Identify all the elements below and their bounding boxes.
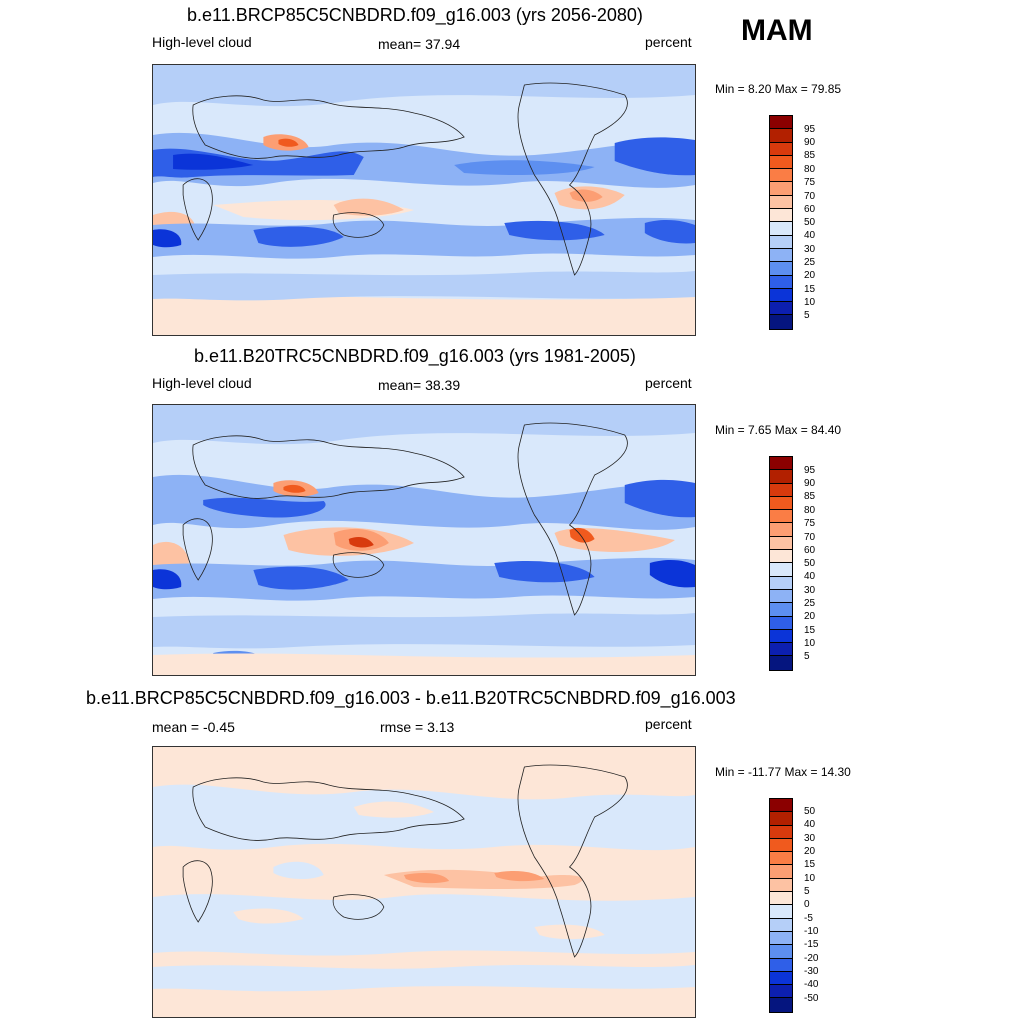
panel-1-tick: 25 <box>804 257 816 268</box>
panel-1-tick: 70 <box>804 191 816 202</box>
panel-3-tick: 10 <box>804 873 816 884</box>
panel-3-tick: -20 <box>804 953 819 964</box>
panel-1-tick: 50 <box>804 217 816 228</box>
panel-3-units: percent <box>645 716 692 732</box>
panel-3-tick: 0 <box>804 899 810 910</box>
season-label: MAM <box>741 14 813 47</box>
panel-1-tick: 75 <box>804 177 816 188</box>
panel-2-tick: 70 <box>804 532 816 543</box>
panel-1-colorbar <box>769 115 793 330</box>
panel-2-colorbar <box>769 456 793 671</box>
panel-1-tick: 80 <box>804 164 816 175</box>
panel-2-mean: mean= 38.39 <box>378 377 461 393</box>
panel-1-units: percent <box>645 34 692 50</box>
panel-1-left-label: High-level cloud <box>152 34 252 50</box>
panel-1-tick: 30 <box>804 244 816 255</box>
panel-3-tick: 20 <box>804 846 816 857</box>
panel-3-colorbar <box>769 798 793 1013</box>
panel-3-tick: 15 <box>804 859 816 870</box>
panel-2-tick: 80 <box>804 505 816 516</box>
panel-2-tick: 20 <box>804 611 816 622</box>
panel-2-tick: 85 <box>804 491 816 502</box>
panel-3-map <box>152 746 696 1018</box>
panel-1-tick: 40 <box>804 230 816 241</box>
panel-2-tick: 30 <box>804 585 816 596</box>
panel-3-tick: 40 <box>804 819 816 830</box>
panel-3-tick: -40 <box>804 979 819 990</box>
panel-3-tick: 50 <box>804 806 816 817</box>
panel-2-map <box>152 404 696 676</box>
panel-3-rmse: rmse = 3.13 <box>380 719 455 735</box>
panel-3-minmax: Min = -11.77 Max = 14.30 <box>715 765 851 779</box>
panel-2-tick: 15 <box>804 625 816 636</box>
panel-3-mean: mean = -0.45 <box>152 719 235 735</box>
panel-3-title: b.e11.BRCP85C5CNBDRD.f09_g16.003 - b.e11… <box>86 688 736 708</box>
panel-3-tick: -50 <box>804 993 819 1004</box>
panel-1-tick: 10 <box>804 297 816 308</box>
panel-2-tick: 95 <box>804 465 816 476</box>
panel-2-tick: 60 <box>804 545 816 556</box>
panel-2-title: b.e11.B20TRC5CNBDRD.f09_g16.003 (yrs 198… <box>194 346 636 366</box>
panel-1-tick: 95 <box>804 124 816 135</box>
panel-1-tick: 90 <box>804 137 816 148</box>
panel-3-tick: -10 <box>804 926 819 937</box>
panel-1-tick: 15 <box>804 284 816 295</box>
panel-1-title: b.e11.BRCP85C5CNBDRD.f09_g16.003 (yrs 20… <box>187 5 643 25</box>
panel-2-tick: 50 <box>804 558 816 569</box>
panel-2-minmax: Min = 7.65 Max = 84.40 <box>715 423 842 437</box>
panel-1-map <box>152 64 696 336</box>
panel-1-tick: 20 <box>804 270 816 281</box>
panel-1-mean: mean= 37.94 <box>378 36 461 52</box>
panel-1-tick: 60 <box>804 204 816 215</box>
panel-1-tick: 85 <box>804 150 816 161</box>
panel-2-units: percent <box>645 375 692 391</box>
panel-3-tick: 5 <box>804 886 810 897</box>
panel-2-tick: 5 <box>804 651 810 662</box>
panel-3-tick: -5 <box>804 913 813 924</box>
panel-3-tick: 30 <box>804 833 816 844</box>
panel-2-left-label: High-level cloud <box>152 375 252 391</box>
panel-2-tick: 75 <box>804 518 816 529</box>
panel-3-tick: -30 <box>804 966 819 977</box>
panel-1-tick: 5 <box>804 310 810 321</box>
panel-2-tick: 10 <box>804 638 816 649</box>
panel-2-tick: 25 <box>804 598 816 609</box>
panel-2-tick: 40 <box>804 571 816 582</box>
panel-3-tick: -15 <box>804 939 819 950</box>
panel-2-tick: 90 <box>804 478 816 489</box>
panel-1-minmax: Min = 8.20 Max = 79.85 <box>715 82 842 96</box>
